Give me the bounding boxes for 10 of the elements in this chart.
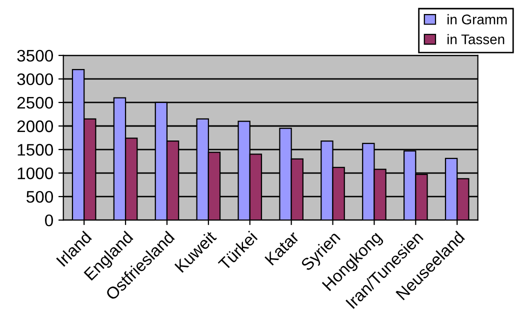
y-tick-label: 2500 — [17, 96, 53, 109]
y-tick-label: 3000 — [17, 73, 53, 86]
y-tick-label: 500 — [26, 190, 53, 203]
y-tick-label: 3500 — [17, 50, 53, 62]
y-tick-label: 1500 — [18, 144, 53, 156]
legend-label: in Tassen — [448, 34, 504, 44]
legend-label: in Gramm — [448, 14, 507, 24]
y-tick-label: 0 — [45, 214, 53, 226]
y-tick-label: 2000 — [17, 120, 53, 132]
y-tick-label: 1000 — [18, 167, 53, 180]
